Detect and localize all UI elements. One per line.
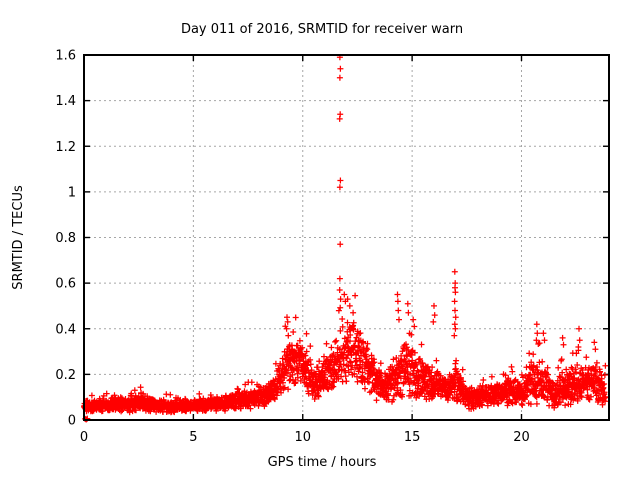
plot-border [83,54,610,421]
scatter-points [81,54,609,423]
y-tick-label: 1.4 [55,94,76,109]
grid-lines [84,55,609,420]
x-tick-label: 0 [80,430,88,445]
x-tick-label: 15 [404,430,421,445]
x-axis-label: GPS time / hours [268,455,377,470]
y-tick-label: 0 [68,414,76,429]
tick-labels: 0 5 10 15 20 0 0.2 0.4 0.6 0.8 1 1.2 1.4 1.6 [55,49,529,446]
x-tick-label: 20 [513,430,530,445]
y-axis-label: SRMTID / TECUs [11,185,26,290]
y-tick-label: 1 [68,185,76,200]
y-tick-label: 1.2 [55,140,76,155]
y-tick-label: 0.4 [55,322,76,337]
y-tick-label: 0.2 [55,368,76,383]
y-tick-label: 1.6 [55,49,76,64]
x-tick-label: 10 [294,430,311,445]
scatter-plus-markers [81,54,609,423]
y-tick-label: 0.6 [55,277,76,292]
y-tick-label: 0.8 [55,231,76,246]
chart-title: Day 011 of 2016, SRMTID for receiver war… [181,22,463,37]
x-tick-label: 5 [189,430,197,445]
